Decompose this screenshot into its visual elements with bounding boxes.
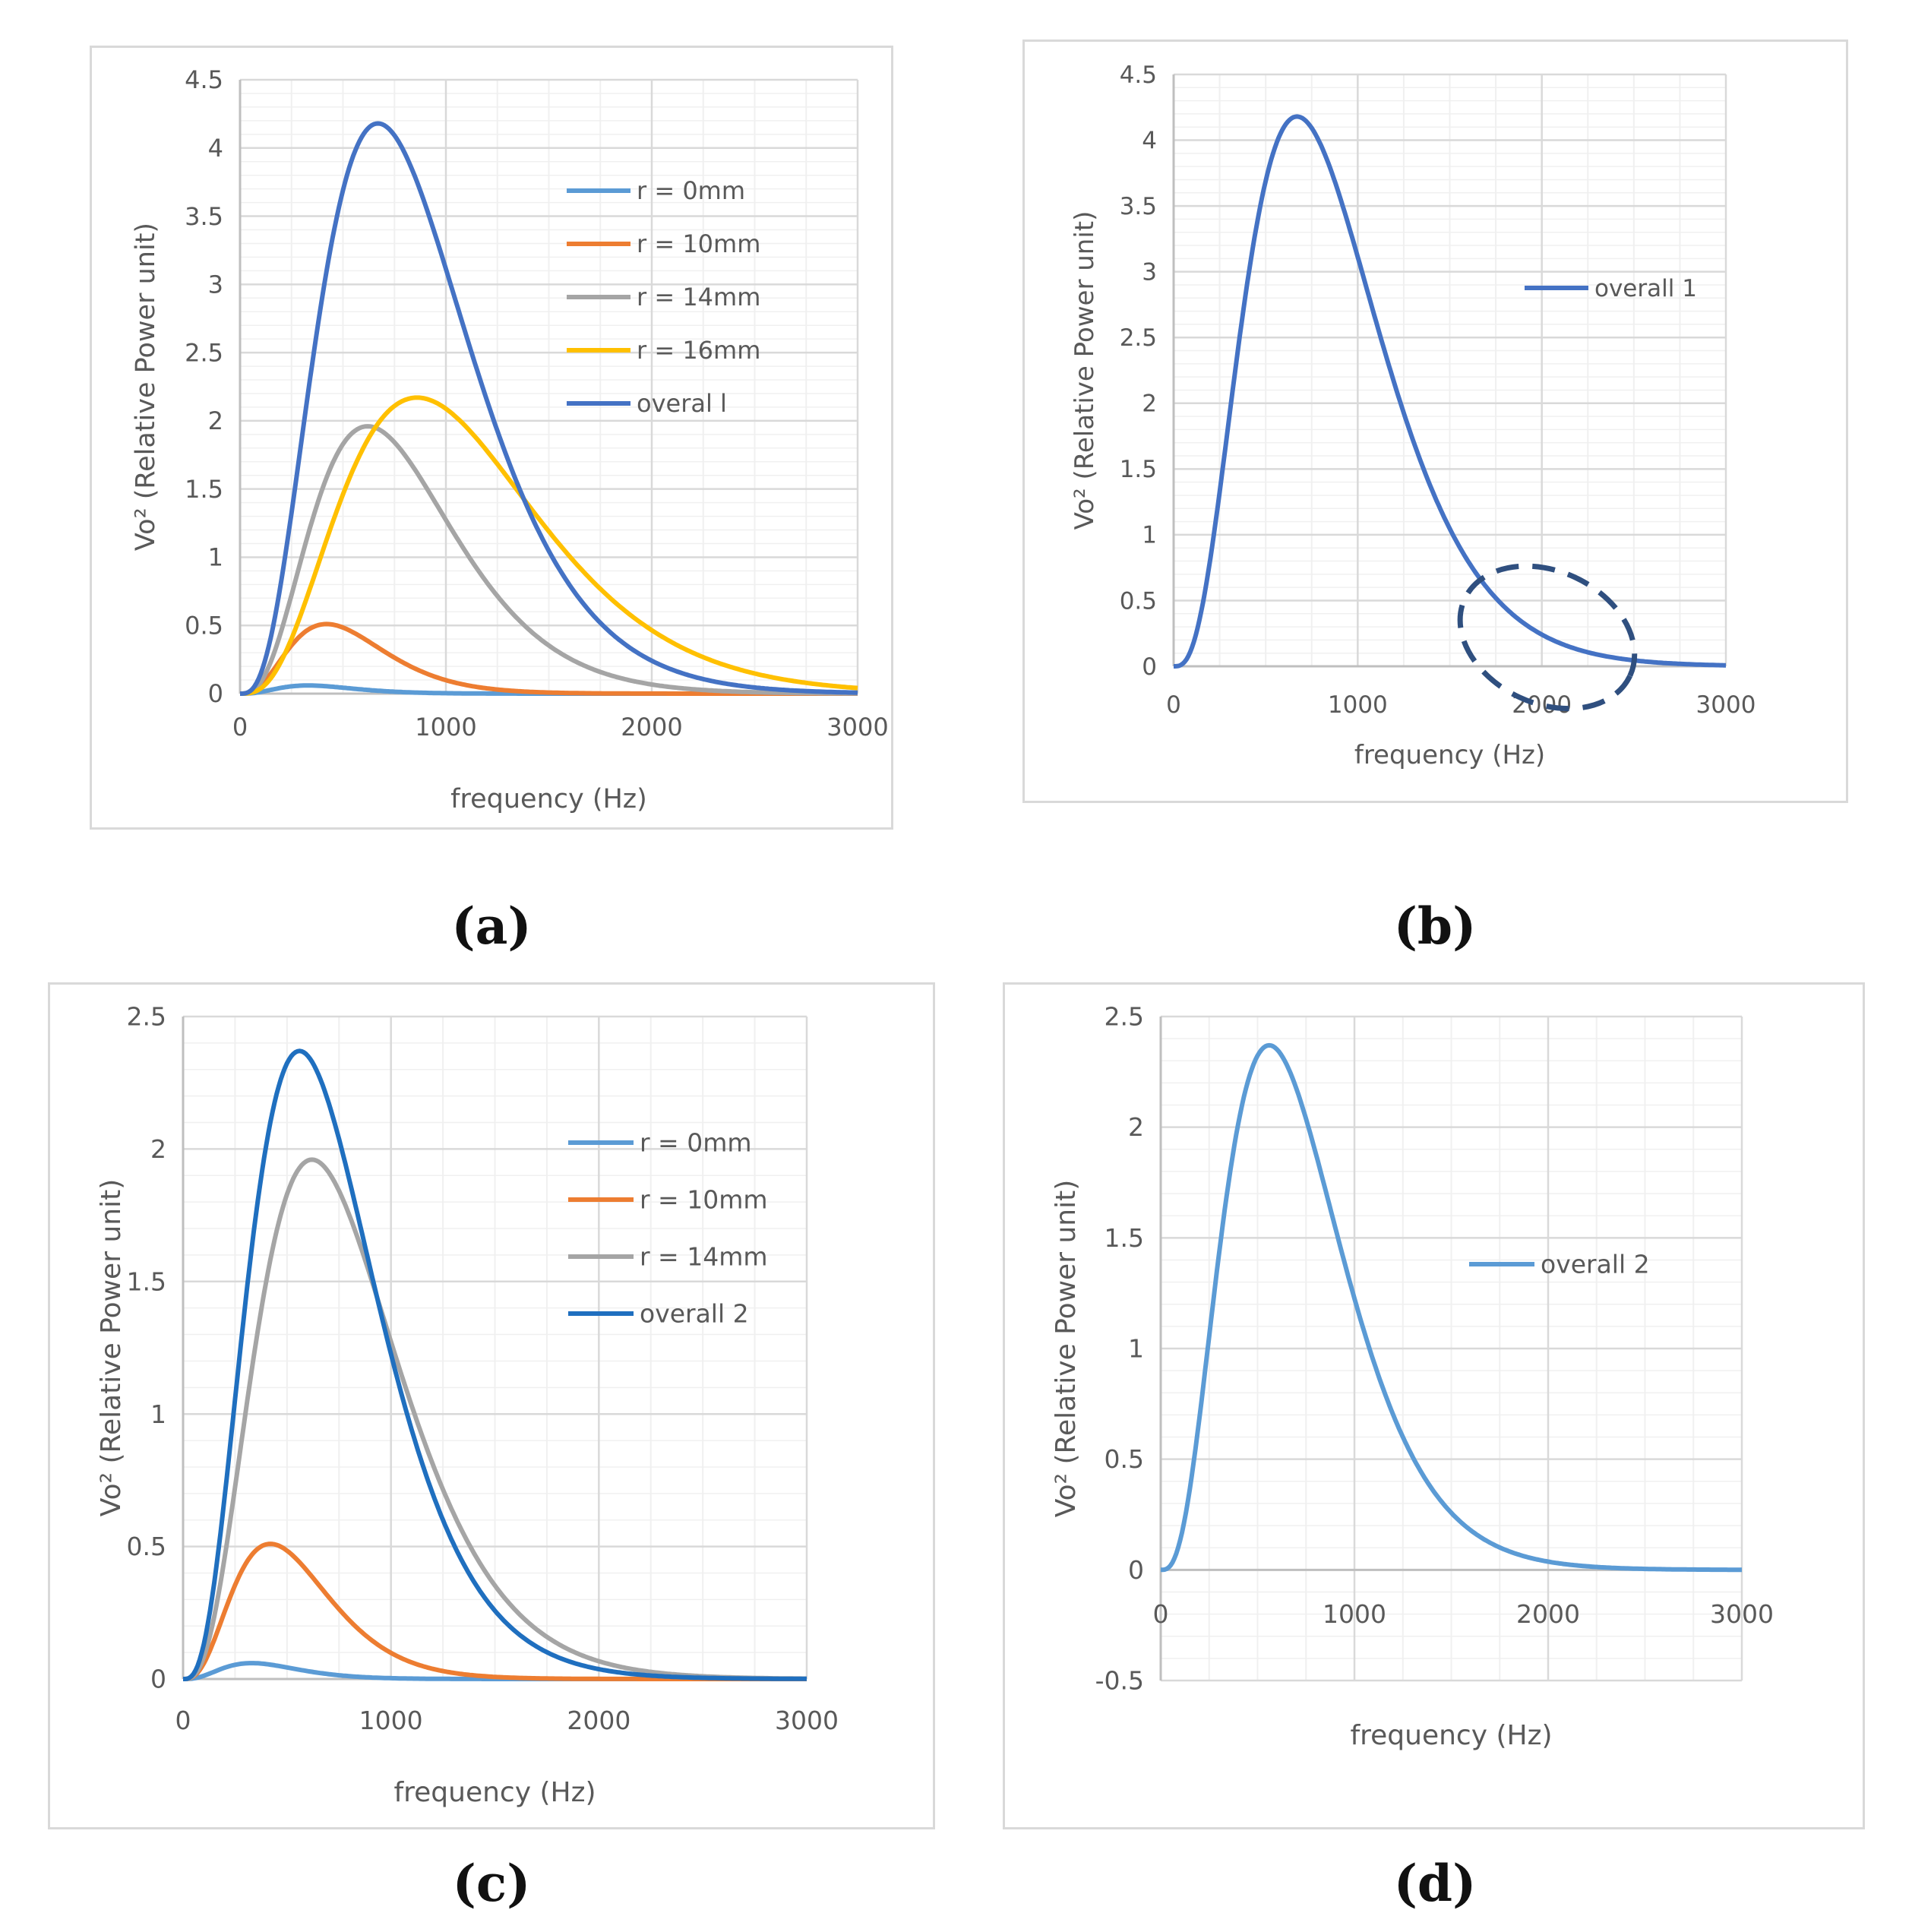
y-tick-label: 2.5 [185, 338, 223, 367]
x-tick-label: 2000 [621, 713, 682, 741]
y-tick-label: 2 [208, 406, 223, 435]
legend-label: overall 2 [640, 1299, 749, 1329]
x-tick-label: 1000 [415, 713, 476, 741]
x-axis-title: frequency (Hz) [1354, 740, 1545, 770]
x-tick-label: 3000 [1710, 1599, 1774, 1629]
y-tick-label: 1 [1128, 1334, 1144, 1364]
y-tick-label: 0 [208, 679, 223, 708]
y-tick-label: 3.5 [185, 202, 223, 231]
y-tick-label: 1.5 [185, 475, 223, 504]
x-tick-label: 3000 [1696, 691, 1756, 719]
x-tick-label: 2000 [567, 1706, 630, 1735]
chart-panel-c: 0 0.5 1 1.5 2 2.5 0 1000 2000 3000 frequency (Hz) V… [48, 982, 935, 1829]
y-tick-label: 0.5 [185, 611, 223, 640]
y-tick-label: 3 [1142, 259, 1157, 286]
x-tick-label: 0 [1153, 1599, 1169, 1629]
y-tick-label: 1.5 [127, 1266, 166, 1296]
y-tick-label: 0.5 [1120, 587, 1157, 615]
y-tick-label: 2.5 [1120, 324, 1157, 352]
x-tick-label: 0 [1166, 691, 1181, 719]
y-tick-label: 1.5 [1120, 456, 1157, 483]
y-tick-label: 2.5 [127, 1002, 166, 1032]
series-line [239, 395, 858, 696]
chart-c: 0 0.5 1 1.5 2 2.5 0 1000 2000 3000 frequency (Hz) V… [96, 1002, 839, 1808]
chart-panel-a: 0 0.5 1 1.5 2 2.5 3 3.5 4 4.5 0 1000 2000 3000 frequen… [90, 46, 893, 830]
x-axis-title: frequency (Hz) [393, 1777, 596, 1808]
legend-label: r = 0mm [640, 1128, 752, 1158]
y-axis-title: Vo² (Relative Power unit) [131, 223, 161, 551]
y-axis-title: Vo² (Relative Power unit) [1070, 211, 1100, 530]
gridlines [1172, 73, 1727, 668]
gridlines [182, 1015, 808, 1681]
caption-a: (a) [451, 896, 532, 956]
legend-label: r = 0mm [637, 176, 745, 205]
legend-label: r = 16mm [637, 336, 760, 365]
x-tick-label: 1000 [1323, 1599, 1386, 1629]
legend-label: r = 10mm [637, 229, 760, 258]
y-tick-label: 2 [150, 1134, 166, 1164]
caption-c: (c) [452, 1854, 531, 1913]
x-tick-label: 3000 [775, 1706, 839, 1735]
y-tick-label: 2.5 [1105, 1002, 1144, 1032]
chart-d: -0.5 0 0.5 1 1.5 2 2.5 0 1000 2000 3000 frequency (… [1051, 1002, 1774, 1751]
y-tick-label: 0.5 [127, 1532, 166, 1561]
y-tick-label: 1 [208, 543, 223, 572]
series-line [1160, 1042, 1743, 1573]
legend-label: overall 1 [1594, 275, 1697, 302]
x-axis-title: frequency (Hz) [450, 784, 647, 814]
chart-panel-b: 0 0.5 1 1.5 2 2.5 3 3.5 4 4.5 0 1000 2000 3000 frequen… [1022, 40, 1848, 803]
series-line [182, 1048, 807, 1681]
legend-label: r = 14mm [640, 1242, 767, 1272]
y-tick-label: 0 [150, 1665, 166, 1694]
series-line [239, 424, 858, 696]
y-tick-label: 1.5 [1105, 1223, 1144, 1253]
chart-panel-d: -0.5 0 0.5 1 1.5 2 2.5 0 1000 2000 3000 frequency (… [1003, 982, 1865, 1829]
y-tick-label: 2 [1128, 1112, 1144, 1142]
y-tick-label: 4 [1142, 127, 1157, 154]
chart-b: 00.511.522.533.544.50 1000 2000 3000frequen… [1070, 62, 1756, 770]
x-tick-label: 0 [232, 713, 248, 741]
x-tick-label: 3000 [826, 713, 888, 741]
y-axis-title: Vo² (Relative Power unit) [1051, 1180, 1082, 1517]
x-axis-title: frequency (Hz) [1350, 1720, 1552, 1751]
legend-label: overal l [637, 389, 727, 418]
series-line [239, 121, 858, 696]
y-tick-label: 4.5 [185, 65, 223, 94]
y-tick-label: 4 [208, 134, 223, 163]
x-tick-label: 2000 [1516, 1599, 1580, 1629]
y-tick-label: 0 [1142, 653, 1157, 681]
caption-d: (d) [1393, 1854, 1477, 1913]
x-tick-label: 1000 [359, 1706, 423, 1735]
y-tick-label: 0.5 [1105, 1444, 1144, 1474]
x-tick-label: 1000 [1328, 691, 1388, 719]
y-tick-label: 2 [1142, 391, 1157, 418]
y-tick-label: 1 [150, 1399, 166, 1429]
chart-a: 0 0.5 1 1.5 2 2.5 3 3.5 4 4.5 0 1000 2000 3000 frequen… [131, 65, 889, 814]
caption-b: (b) [1393, 896, 1477, 956]
y-tick-label: 1 [1142, 522, 1157, 549]
legend-label: overall 2 [1541, 1250, 1650, 1279]
gridlines [239, 78, 859, 695]
x-tick-label: 0 [175, 1706, 191, 1735]
y-tick-label: 0 [1128, 1555, 1144, 1585]
legend-label: r = 10mm [640, 1185, 767, 1215]
legend-label: r = 14mm [637, 283, 760, 311]
y-tick-label: 4.5 [1120, 62, 1157, 89]
y-tick-label: 3 [208, 270, 223, 299]
y-tick-label: -0.5 [1095, 1666, 1144, 1696]
y-axis-title: Vo² (Relative Power unit) [96, 1179, 127, 1516]
gridlines [1159, 1015, 1743, 1682]
y-tick-label: 3.5 [1120, 193, 1157, 220]
highlight-ellipse [1457, 563, 1638, 712]
